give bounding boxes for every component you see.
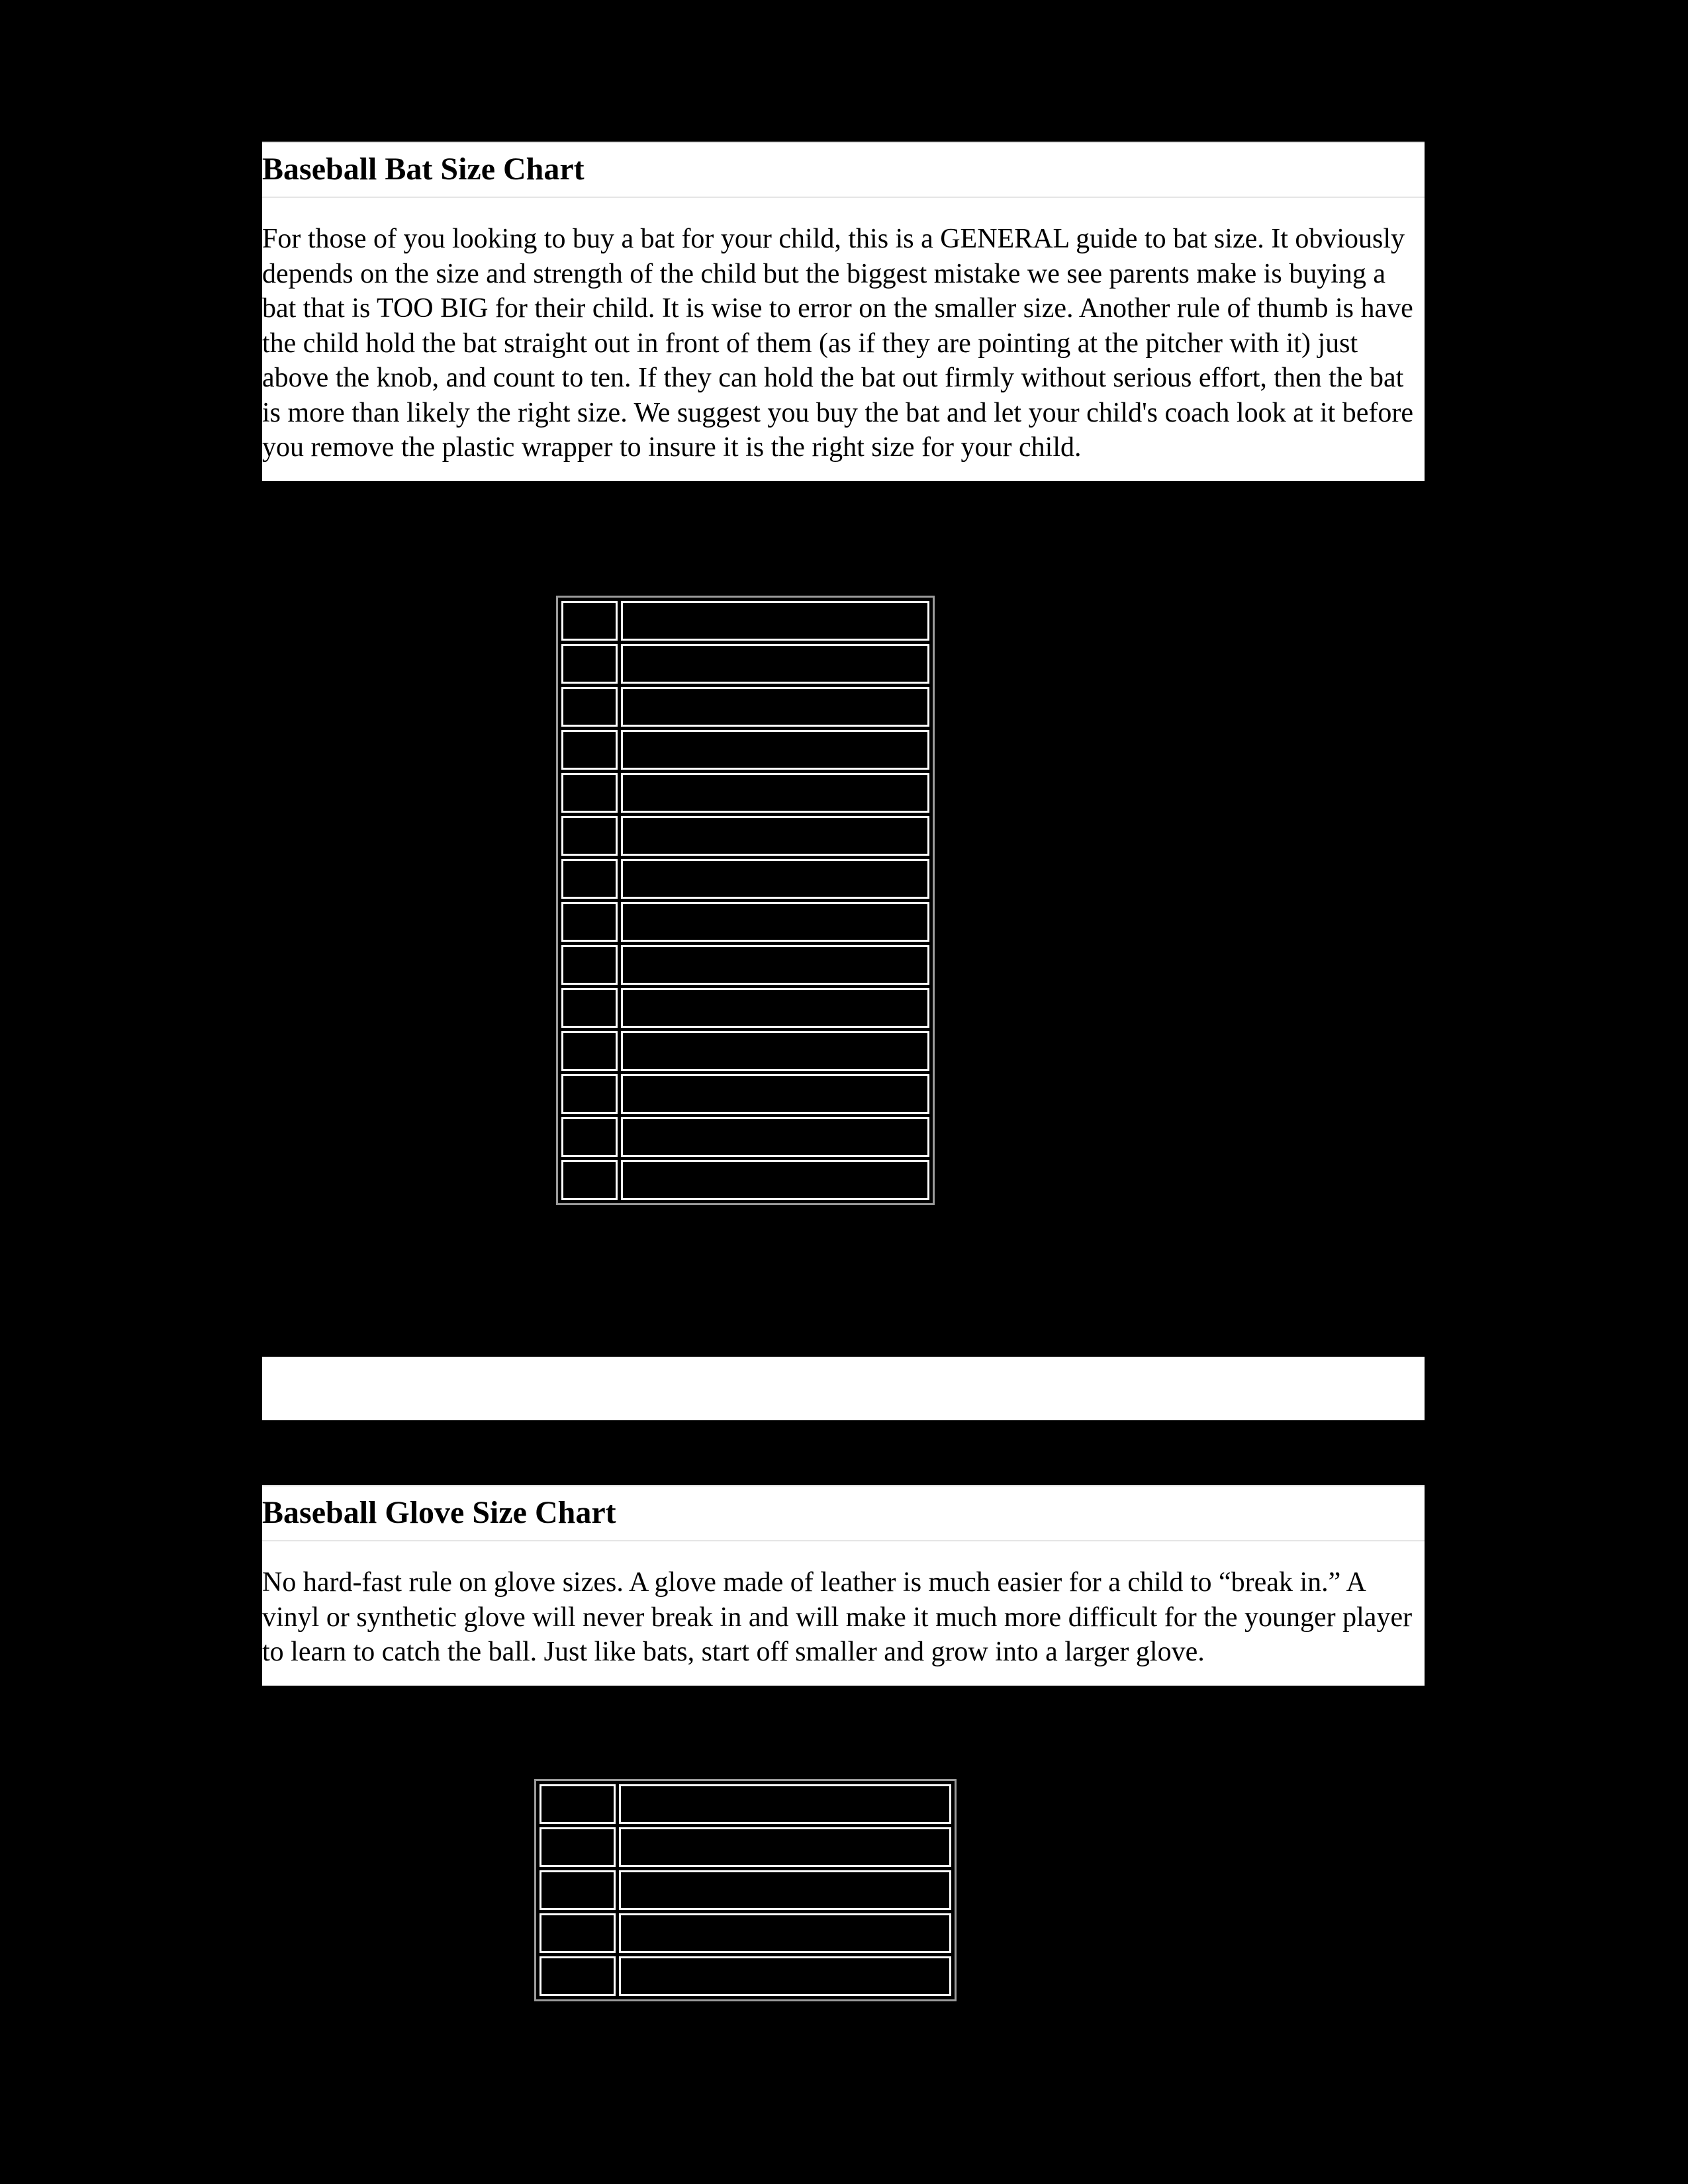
table-cell bbox=[621, 1074, 929, 1114]
table-cell bbox=[621, 1031, 929, 1071]
table-cell bbox=[621, 730, 929, 770]
table-row bbox=[561, 816, 929, 856]
table-cell bbox=[539, 1913, 616, 1953]
table-cell bbox=[561, 859, 618, 899]
table-cell bbox=[621, 988, 929, 1028]
table-cell bbox=[561, 730, 618, 770]
table-cell bbox=[561, 1031, 618, 1071]
table-cell bbox=[561, 1117, 618, 1157]
table-row bbox=[561, 859, 929, 899]
glove-section: Baseball Glove Size Chart No hard-fast r… bbox=[262, 1485, 1425, 1686]
table-row bbox=[561, 1117, 929, 1157]
table-cell bbox=[621, 1160, 929, 1200]
table-cell bbox=[539, 1784, 616, 1824]
table-row bbox=[561, 730, 929, 770]
table-cell bbox=[621, 859, 929, 899]
table-row bbox=[561, 601, 929, 641]
table-cell bbox=[561, 1074, 618, 1114]
table-cell bbox=[621, 945, 929, 985]
bat-size-table bbox=[556, 596, 935, 1205]
table-cell bbox=[621, 1117, 929, 1157]
table-cell bbox=[621, 902, 929, 942]
table-cell bbox=[561, 687, 618, 727]
table-row bbox=[539, 1913, 951, 1953]
table-cell bbox=[561, 816, 618, 856]
glove-size-table bbox=[534, 1779, 957, 2001]
table-row bbox=[561, 1160, 929, 1200]
bat-section: Baseball Bat Size Chart For those of you… bbox=[262, 142, 1425, 481]
table-row bbox=[561, 988, 929, 1028]
table-cell bbox=[621, 773, 929, 813]
table-row bbox=[539, 1827, 951, 1867]
table-row bbox=[561, 945, 929, 985]
table-row bbox=[539, 1870, 951, 1910]
table-row bbox=[539, 1784, 951, 1824]
table-cell bbox=[561, 773, 618, 813]
table-cell bbox=[621, 687, 929, 727]
table-cell bbox=[539, 1870, 616, 1910]
table-cell bbox=[561, 644, 618, 684]
table-cell bbox=[561, 1160, 618, 1200]
table-row bbox=[561, 644, 929, 684]
table-cell bbox=[561, 945, 618, 985]
divider-strip bbox=[262, 1357, 1425, 1420]
table-cell bbox=[539, 1956, 616, 1996]
table-cell bbox=[621, 816, 929, 856]
table-cell bbox=[561, 988, 618, 1028]
table-cell bbox=[619, 1870, 951, 1910]
table-cell bbox=[621, 644, 929, 684]
table-cell bbox=[561, 601, 618, 641]
table-cell bbox=[619, 1827, 951, 1867]
table-cell bbox=[561, 902, 618, 942]
glove-heading: Baseball Glove Size Chart bbox=[262, 1486, 1425, 1541]
table-row bbox=[561, 902, 929, 942]
table-cell bbox=[621, 601, 929, 641]
glove-paragraph: No hard-fast rule on glove sizes. A glov… bbox=[262, 1541, 1425, 1686]
table-row bbox=[561, 1031, 929, 1071]
table-row bbox=[561, 773, 929, 813]
table-cell bbox=[539, 1827, 616, 1867]
table-row bbox=[561, 687, 929, 727]
table-cell bbox=[619, 1956, 951, 1996]
table-row bbox=[561, 1074, 929, 1114]
table-cell bbox=[619, 1784, 951, 1824]
table-cell bbox=[619, 1913, 951, 1953]
bat-paragraph: For those of you looking to buy a bat fo… bbox=[262, 198, 1425, 481]
table-row bbox=[539, 1956, 951, 1996]
bat-heading: Baseball Bat Size Chart bbox=[262, 143, 1425, 198]
